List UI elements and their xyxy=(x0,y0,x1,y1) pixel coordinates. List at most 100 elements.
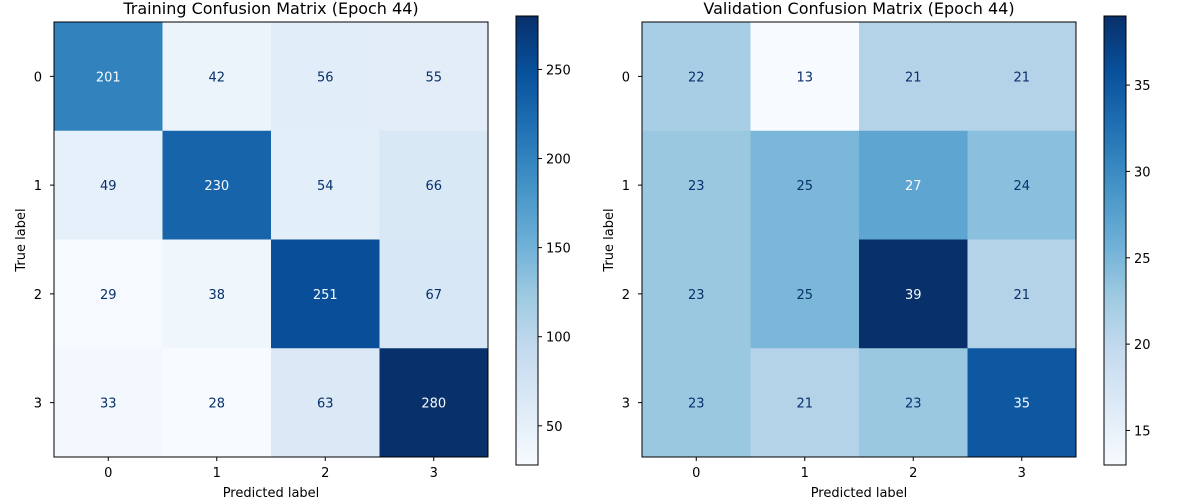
cell-value-label: 55 xyxy=(425,70,442,85)
heatmap-cell xyxy=(750,130,860,240)
colorbar-tick-label: 100 xyxy=(546,331,571,346)
y-tick-label: 1 xyxy=(622,179,630,194)
y-tick-label: 2 xyxy=(622,288,630,303)
heatmap-cell xyxy=(642,22,751,132)
cell-value-label: 24 xyxy=(1013,179,1030,194)
training-confusion-matrix: Training Confusion Matrix (Epoch 44) 201… xyxy=(14,0,571,501)
heatmap-cell xyxy=(162,348,272,458)
colorbar-tick-label: 15 xyxy=(1134,424,1151,439)
heatmap-cell xyxy=(750,22,860,132)
heatmap-cell xyxy=(379,348,489,458)
x-tick-label: 3 xyxy=(430,466,438,481)
heatmap-cell xyxy=(967,130,1077,240)
heatmap-cell xyxy=(750,348,860,458)
heatmap-cell xyxy=(750,239,860,349)
cell-value-label: 21 xyxy=(1013,288,1030,303)
heatmap-cell xyxy=(271,348,380,458)
cell-value-label: 29 xyxy=(100,288,117,303)
y-tick-label: 0 xyxy=(622,70,630,85)
heatmap-cell xyxy=(859,239,968,349)
chart-title: Training Confusion Matrix (Epoch 44) xyxy=(122,0,418,18)
cell-value-label: 251 xyxy=(313,288,338,303)
cell-value-label: 25 xyxy=(796,179,813,194)
y-tick-label: 0 xyxy=(34,70,42,85)
heatmap-cells: 22 13 21 21 23 25 27 24 23 25 39 21 23 21 23 35 xyxy=(642,22,1077,458)
cell-value-label: 56 xyxy=(317,70,334,85)
heatmap-cell xyxy=(967,348,1077,458)
y-axis-label: True label xyxy=(602,208,617,272)
cell-value-label: 49 xyxy=(100,179,117,194)
heatmap-cell xyxy=(54,239,163,349)
colorbar-ticks: 50 100 150 200 250 xyxy=(538,63,571,435)
cell-value-label: 39 xyxy=(905,288,922,303)
cell-value-label: 23 xyxy=(688,288,705,303)
validation-confusion-matrix: Validation Confusion Matrix (Epoch 44) 2… xyxy=(602,0,1151,501)
heatmap-cell xyxy=(859,348,968,458)
heatmap-cell xyxy=(271,130,380,240)
heatmap-cell xyxy=(859,130,968,240)
plot-frame xyxy=(53,21,489,458)
cell-value-label: 67 xyxy=(425,288,442,303)
x-tick-label: 3 xyxy=(1018,466,1026,481)
chart-title: Validation Confusion Matrix (Epoch 44) xyxy=(703,0,1014,18)
y-tick-label: 2 xyxy=(34,288,42,303)
heatmap-cell xyxy=(642,239,751,349)
cell-value-label: 21 xyxy=(905,70,922,85)
y-tick-label: 3 xyxy=(34,397,42,412)
cell-value-label: 54 xyxy=(317,179,334,194)
colorbar: 50 100 150 200 250 xyxy=(515,15,571,466)
heatmap-cell xyxy=(162,130,272,240)
plot-frame xyxy=(641,21,1077,458)
heatmap-cell xyxy=(379,239,489,349)
heatmap-cell xyxy=(162,22,272,132)
heatmap-cell xyxy=(162,239,272,349)
cell-value-label: 22 xyxy=(688,70,705,85)
x-tick-label: 0 xyxy=(692,466,700,481)
colorbar-tick-label: 25 xyxy=(1134,252,1151,267)
cell-value-label: 33 xyxy=(100,397,117,412)
cell-value-label: 42 xyxy=(208,70,225,85)
cell-value-label: 35 xyxy=(1013,397,1030,412)
cell-value-label: 25 xyxy=(796,288,813,303)
heatmap-cell xyxy=(271,239,380,349)
cell-value-label: 201 xyxy=(96,70,121,85)
cell-value-label: 28 xyxy=(208,397,225,412)
heatmap-cells: 201 42 56 55 49 230 54 66 29 38 251 67 33 28 63 280 xyxy=(54,22,489,458)
cell-value-label: 66 xyxy=(425,179,442,194)
colorbar: 15 20 25 30 35 xyxy=(1103,15,1151,466)
heatmap-cell xyxy=(271,22,380,132)
colorbar-tick-label: 250 xyxy=(546,63,571,78)
heatmap-cell xyxy=(379,22,489,132)
colorbar-tick-label: 200 xyxy=(546,153,571,168)
colorbar-tick-label: 50 xyxy=(546,420,563,435)
heatmap-cell xyxy=(54,348,163,458)
colorbar-tick-label: 35 xyxy=(1134,79,1151,94)
heatmap-cell xyxy=(967,239,1077,349)
x-tick-label: 1 xyxy=(213,466,221,481)
cell-value-label: 23 xyxy=(905,397,922,412)
cell-value-label: 21 xyxy=(1013,70,1030,85)
heatmap-cell xyxy=(54,22,163,132)
y-axis-label: True label xyxy=(14,208,29,272)
cell-value-label: 23 xyxy=(688,179,705,194)
heatmap-cell xyxy=(54,130,163,240)
x-tick-label: 1 xyxy=(801,466,809,481)
colorbar-tick-label: 30 xyxy=(1134,165,1151,180)
colorbar-gradient xyxy=(1103,15,1127,466)
x-axis-label: Predicted label xyxy=(223,486,320,500)
y-tick-label: 3 xyxy=(622,397,630,412)
colorbar-ticks: 15 20 25 30 35 xyxy=(1126,79,1151,439)
x-axis-label: Predicted label xyxy=(811,486,908,500)
x-tick-label: 0 xyxy=(104,466,112,481)
heatmap-cell xyxy=(642,130,751,240)
cell-value-label: 38 xyxy=(208,288,225,303)
cell-value-label: 280 xyxy=(421,397,446,412)
y-tick-label: 1 xyxy=(34,179,42,194)
x-tick-label: 2 xyxy=(909,466,917,481)
x-tick-label: 2 xyxy=(321,466,329,481)
cell-value-label: 23 xyxy=(688,397,705,412)
cell-value-label: 230 xyxy=(204,179,229,194)
